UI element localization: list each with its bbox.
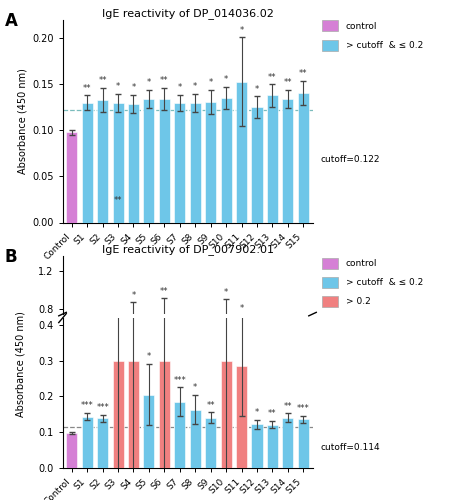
Bar bbox=[113, 103, 124, 222]
Text: *: * bbox=[255, 408, 259, 418]
Bar bbox=[113, 358, 124, 386]
Bar bbox=[267, 96, 278, 222]
Text: **: ** bbox=[114, 196, 122, 205]
Text: **: ** bbox=[160, 286, 169, 296]
Title: IgE reactivity of DP_007902.01: IgE reactivity of DP_007902.01 bbox=[101, 244, 274, 254]
Bar bbox=[267, 425, 278, 468]
Bar bbox=[159, 358, 170, 386]
Text: *: * bbox=[147, 352, 151, 362]
Bar bbox=[236, 82, 247, 222]
Bar bbox=[220, 98, 232, 222]
Bar bbox=[282, 99, 294, 222]
Bar bbox=[190, 410, 201, 468]
Bar bbox=[251, 424, 263, 468]
Text: **: ** bbox=[268, 72, 277, 82]
Text: **: ** bbox=[268, 410, 277, 418]
Bar bbox=[174, 369, 185, 386]
Bar bbox=[298, 420, 309, 468]
X-axis label: Subject No.: Subject No. bbox=[154, 264, 221, 274]
Bar bbox=[298, 92, 309, 222]
Text: *: * bbox=[131, 83, 136, 92]
Text: cutoff=0.122: cutoff=0.122 bbox=[320, 155, 380, 164]
Bar bbox=[97, 418, 108, 468]
Y-axis label: Absorbance (450 nm): Absorbance (450 nm) bbox=[18, 68, 28, 174]
Text: **: ** bbox=[160, 76, 169, 86]
Bar bbox=[220, 358, 232, 386]
Bar bbox=[174, 402, 185, 468]
Text: ***: *** bbox=[297, 404, 310, 413]
Bar bbox=[205, 102, 216, 222]
Text: B: B bbox=[5, 248, 17, 266]
Bar bbox=[81, 416, 93, 468]
Legend: control, > cutoff  & ≤ 0.2: control, > cutoff & ≤ 0.2 bbox=[322, 20, 423, 50]
Text: *: * bbox=[131, 290, 136, 300]
Bar bbox=[144, 394, 155, 468]
Bar bbox=[144, 367, 155, 386]
Bar bbox=[144, 99, 155, 222]
Text: ***: *** bbox=[96, 403, 109, 412]
Bar bbox=[190, 371, 201, 386]
Text: **: ** bbox=[283, 78, 292, 87]
Text: A: A bbox=[5, 12, 18, 30]
Bar bbox=[251, 375, 263, 386]
Bar bbox=[113, 361, 124, 468]
Text: *: * bbox=[255, 84, 259, 94]
Text: *: * bbox=[239, 304, 244, 314]
Bar bbox=[205, 418, 216, 468]
Bar bbox=[236, 366, 247, 468]
Title: IgE reactivity of DP_014036.02: IgE reactivity of DP_014036.02 bbox=[101, 8, 274, 18]
Bar bbox=[251, 108, 263, 222]
Text: **: ** bbox=[83, 84, 92, 92]
Text: Absorbance (450 nm): Absorbance (450 nm) bbox=[16, 311, 26, 416]
Bar bbox=[97, 100, 108, 222]
Bar bbox=[220, 361, 232, 468]
Bar bbox=[282, 418, 294, 468]
Bar bbox=[128, 358, 139, 386]
Bar bbox=[81, 103, 93, 222]
Text: **: ** bbox=[206, 400, 215, 409]
Text: **: ** bbox=[299, 69, 307, 78]
Text: *: * bbox=[224, 288, 228, 296]
Text: *: * bbox=[178, 83, 182, 92]
Text: *: * bbox=[193, 82, 197, 91]
Text: cutoff=0.114: cutoff=0.114 bbox=[320, 443, 380, 452]
Text: *: * bbox=[208, 78, 213, 87]
Bar bbox=[174, 103, 185, 222]
Bar bbox=[159, 99, 170, 222]
Text: ***: *** bbox=[174, 376, 186, 384]
Text: *: * bbox=[147, 78, 151, 87]
Bar bbox=[128, 361, 139, 468]
Text: ***: *** bbox=[81, 401, 94, 410]
Bar bbox=[205, 373, 216, 386]
Text: *: * bbox=[239, 26, 244, 35]
Text: *: * bbox=[116, 82, 120, 91]
Bar bbox=[81, 373, 93, 386]
Bar bbox=[282, 373, 294, 386]
Bar bbox=[66, 378, 77, 386]
Bar bbox=[236, 359, 247, 386]
Text: **: ** bbox=[98, 76, 107, 86]
Bar bbox=[159, 361, 170, 468]
Bar bbox=[267, 375, 278, 386]
Text: **: ** bbox=[283, 402, 292, 410]
Bar bbox=[190, 103, 201, 222]
Bar bbox=[66, 132, 77, 222]
Bar bbox=[66, 433, 77, 468]
Legend: control, > cutoff  & ≤ 0.2, > 0.2: control, > cutoff & ≤ 0.2, > 0.2 bbox=[322, 258, 423, 307]
Bar bbox=[97, 374, 108, 386]
Bar bbox=[298, 374, 309, 386]
Text: *: * bbox=[224, 76, 228, 84]
Bar bbox=[128, 104, 139, 222]
Text: *: * bbox=[193, 384, 197, 392]
